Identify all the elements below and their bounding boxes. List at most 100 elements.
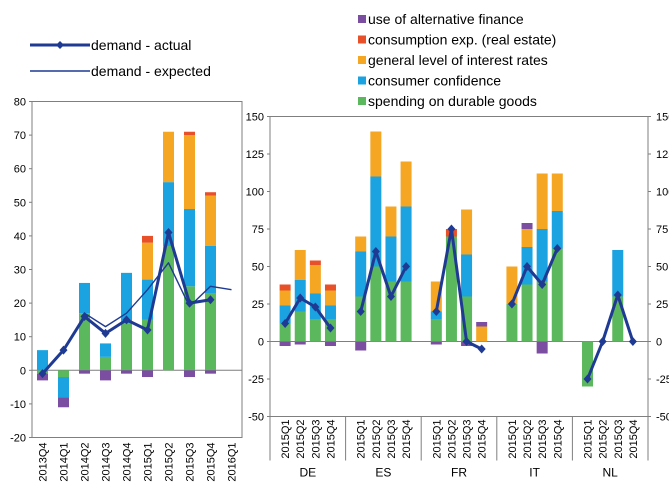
bar-segment — [355, 251, 367, 297]
bar-segment — [309, 319, 321, 342]
line-marker — [296, 293, 305, 303]
y-tick-label-right: 50 — [656, 262, 668, 274]
y-tick-label-right: 100 — [656, 187, 669, 199]
x-tick-label: 2015Q3 — [310, 420, 322, 459]
bar-segment — [430, 281, 442, 312]
y-tick-label: 60 — [14, 164, 26, 176]
y-tick-label-left: 75 — [252, 224, 264, 236]
line-marker — [477, 344, 486, 354]
y-tick-label-left: 100 — [246, 187, 264, 199]
y-tick-label-left: 150 — [246, 112, 264, 124]
x-tick-label: 2015Q2 — [371, 420, 383, 459]
bar-segment — [142, 242, 153, 280]
line-marker — [447, 224, 456, 234]
x-tick-label: 2015Q1 — [583, 420, 595, 459]
line-marker — [59, 345, 68, 355]
bar-segment — [551, 248, 563, 342]
x-tick-label: 2015Q4 — [206, 443, 218, 482]
x-tick-label: 2015Q1 — [356, 420, 368, 459]
x-tick-label: 2015Q3 — [537, 420, 549, 459]
x-tick-label: 2015Q3 — [386, 420, 398, 459]
bar-segment — [279, 290, 291, 306]
line-marker — [538, 280, 547, 289]
bar-segment — [536, 341, 548, 354]
line-legend: demand - actual demand - expected — [30, 37, 211, 79]
bar-segment — [294, 341, 306, 345]
bar-segment — [476, 326, 488, 342]
bar-segment — [184, 286, 195, 371]
bar-segment — [400, 206, 412, 282]
group-label: IT — [529, 466, 540, 480]
y-tick-label-right: 25 — [656, 299, 668, 311]
bar-segment — [324, 290, 336, 306]
bar-segment — [430, 341, 442, 345]
line-marker — [143, 325, 152, 335]
legend-label: demand - expected — [91, 63, 211, 79]
bar-segment — [79, 282, 90, 314]
x-tick-label: 2015Q1 — [431, 420, 443, 459]
y-tick-label: 50 — [14, 197, 26, 209]
bar-segment — [79, 313, 90, 371]
bar-segment — [294, 250, 306, 280]
bar-segment — [612, 296, 624, 342]
x-tick-label: 2013Q4 — [38, 443, 50, 482]
line-marker — [281, 319, 290, 328]
line-marker — [402, 262, 411, 271]
bar-segment — [370, 131, 382, 177]
line-marker — [122, 315, 131, 325]
bar-segment — [142, 319, 153, 371]
line-marker — [432, 307, 441, 316]
legend-label: demand - actual — [91, 37, 191, 53]
actual-line — [359, 250, 408, 312]
y-tick-label-right: -25 — [656, 374, 669, 386]
bar-segment — [551, 173, 563, 211]
bar-segment — [506, 266, 518, 304]
x-tick-label: 2015Q2 — [446, 420, 458, 459]
line-marker — [386, 292, 395, 301]
bar-segment — [612, 250, 624, 297]
x-tick-label: 2014Q1 — [59, 443, 71, 482]
bar-segment — [142, 370, 153, 378]
y-tick-label: 10 — [14, 332, 26, 344]
x-tick-label: 2015Q4 — [401, 420, 413, 459]
x-tick-label: 2015Q1 — [143, 443, 155, 482]
bar-segment — [184, 131, 195, 136]
actual-line — [510, 247, 559, 305]
right-chart: -50 -50 -25 -25 0 0 25 25 50 50 75 75 100 100 125 125 15… — [246, 112, 669, 480]
x-tick-label: 2015Q4 — [552, 420, 564, 459]
bar-segment — [476, 322, 488, 327]
x-tick-label: 2014Q3 — [101, 443, 113, 482]
x-tick-label: 2015Q4 — [477, 420, 489, 459]
bar-segment — [400, 281, 412, 342]
line-marker — [598, 337, 607, 346]
bar-segment — [324, 341, 336, 346]
x-tick-label: 2015Q1 — [280, 420, 292, 459]
bar-segment — [142, 279, 153, 320]
line-marker — [326, 323, 335, 333]
bar-segment — [205, 192, 216, 196]
bar-segment — [536, 229, 548, 282]
y-tick-label-right: 75 — [656, 224, 668, 236]
bar-segment — [324, 284, 336, 291]
bar-segment — [205, 245, 216, 294]
y-tick-label: 20 — [14, 298, 26, 310]
line-marker — [628, 337, 637, 346]
x-tick-label: 2015Q2 — [598, 420, 610, 459]
bar-segment — [445, 236, 457, 342]
x-tick-label: 2015Q1 — [507, 420, 519, 459]
legend-swatch — [358, 35, 366, 44]
bar-segment — [324, 305, 336, 319]
bar-segment — [121, 323, 132, 371]
bar-segment — [385, 206, 397, 237]
y-tick-label: 30 — [14, 265, 26, 277]
bar-segment — [37, 350, 48, 371]
y-tick-label-left: -25 — [248, 374, 264, 386]
bar-segment — [163, 245, 174, 371]
bar-segment — [385, 281, 397, 342]
line-marker — [583, 374, 592, 384]
actual-line — [434, 227, 483, 351]
bar-segment — [309, 260, 321, 265]
bar-segment — [309, 265, 321, 294]
bar-segment — [355, 296, 367, 342]
y-tick-label-right: 150 — [656, 112, 669, 124]
